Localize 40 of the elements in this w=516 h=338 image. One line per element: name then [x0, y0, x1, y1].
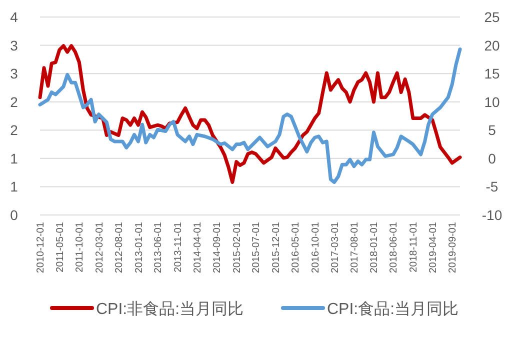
x-tick-label: 2012-03-01: [94, 222, 106, 274]
y-tick-label: 3: [10, 37, 18, 54]
x-tick-label: 2018-06-01: [388, 222, 400, 274]
x-tick-label: 2019-09-01: [448, 222, 459, 274]
x-tick-label: 2015-02-01: [232, 222, 243, 274]
x-tick-label: 2010-12-01: [36, 222, 46, 274]
x-tick-label: 2011-10-01: [74, 222, 86, 272]
x-tick-label: 2015-12-01: [270, 222, 282, 274]
y-tick-label: 2: [10, 122, 18, 138]
y-tick-label: 1: [10, 178, 18, 195]
legend-label: CPI:非食品:当月同比: [96, 300, 244, 318]
y2-tick-label: 15: [484, 66, 500, 82]
x-tick-label: 2013-11-01: [172, 222, 184, 272]
x-tick-label: 2018-11-01: [408, 222, 420, 272]
x-tick-label: 2018-01-01: [369, 222, 380, 274]
y-tick-label: 1: [10, 150, 18, 166]
y-tick-label: 0: [10, 207, 18, 223]
y2-tick-label: 20: [484, 37, 500, 54]
x-tick-label: 2011-05-01: [54, 222, 66, 272]
y2-tick-label: -10: [482, 207, 502, 223]
legend-label: CPI:食品:当月同比: [327, 300, 459, 318]
y2-tick-label: -5: [486, 178, 498, 195]
x-tick-label: 2016-10-01: [310, 222, 322, 274]
x-tick-label: 2012-08-01: [114, 222, 126, 274]
x-tick-label: 2013-06-01: [153, 222, 164, 274]
y2-tick-label: 25: [484, 9, 500, 25]
x-tick-label: 2014-04-01: [192, 222, 204, 274]
y2-tick-label: 0: [488, 150, 496, 166]
y-tick-label: 4: [10, 9, 18, 25]
y2-tick-label: 5: [488, 122, 496, 138]
x-tick-label: 2013-01-01: [134, 222, 145, 274]
x-tick-label: 2015-07-01: [251, 222, 262, 274]
y2-tick-label: 10: [484, 94, 500, 110]
x-tick-label: 2017-08-01: [350, 222, 360, 274]
x-tick-label: 2016-05-01: [290, 222, 302, 274]
x-tick-label: 2014-09-01: [212, 222, 224, 274]
y-tick-label: 2: [10, 94, 18, 110]
x-tick-label: 2017-03-01: [330, 222, 341, 274]
x-tick-label: 2019-04-01: [428, 222, 439, 274]
y-tick-label: 3: [10, 66, 18, 82]
